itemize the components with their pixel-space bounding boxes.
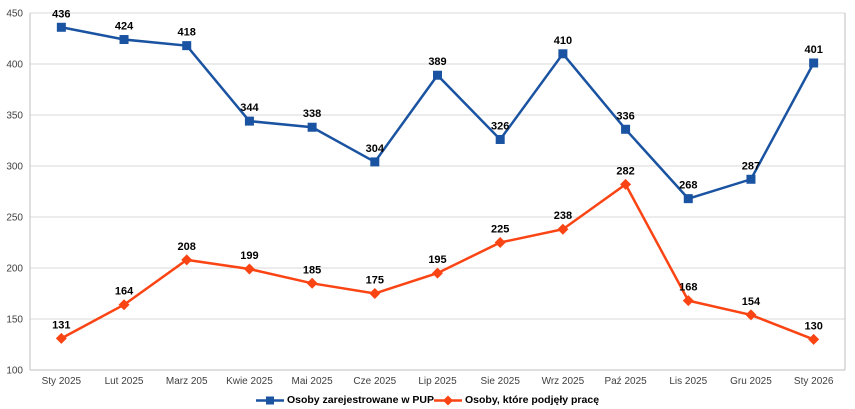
y-axis-tick-label: 150 [6,315,23,326]
data-point-marker [55,332,67,344]
y-axis-tick-label: 350 [6,111,23,122]
y-axis-tick-label: 400 [6,60,23,71]
legend-diamond-marker-icon [434,395,463,405]
legend: Osoby zarejestrowane w PUP Osoby, które … [0,394,855,406]
data-point-marker [370,157,380,167]
data-point-marker [495,134,505,144]
data-point-marker [620,178,632,190]
data-point-marker [119,35,129,45]
data-point-marker [369,288,381,299]
data-label: 326 [491,120,509,132]
data-label: 168 [679,282,697,294]
y-axis-tick-label: 300 [6,162,23,173]
data-label: 338 [303,108,321,120]
data-label: 175 [366,275,384,287]
data-point-marker [745,309,757,321]
data-label: 238 [554,210,572,222]
x-axis-tick-label: Lis 2025 [669,376,707,387]
data-point-marker [181,254,193,266]
data-label: 208 [178,241,196,253]
data-label: 154 [742,296,761,308]
data-point-marker [808,333,820,345]
legend-square-marker-icon [255,396,284,404]
data-point-marker [433,70,442,80]
x-axis-tick-label: Sie 2025 [480,376,520,387]
series-line [61,26,815,201]
y-axis-tick-label: 100 [6,366,23,377]
data-point-marker [432,267,443,279]
x-axis-tick-label: Sty 2025 [42,376,82,387]
x-axis-tick-label: Sty 2026 [794,376,834,387]
data-label: 401 [804,44,822,56]
x-axis-tick-label: Marz 205 [166,376,208,387]
data-label: 131 [52,319,70,331]
data-point-marker [306,277,318,289]
data-label: 336 [616,110,634,122]
data-point-marker [118,299,130,311]
x-axis-tick-label: Lip 2025 [418,376,457,387]
data-label: 287 [742,160,760,172]
data-point-marker [746,174,756,184]
data-label: 418 [178,27,196,39]
data-point-marker [243,263,255,275]
x-axis-tick-label: Cze 2025 [353,376,396,387]
data-label: 424 [115,21,134,33]
data-label: 436 [52,8,70,20]
y-axis-tick-label: 200 [6,264,23,275]
legend-item-registered[interactable]: Osoby zarejestrowane w PUP [255,394,435,406]
data-label: 225 [491,224,509,236]
data-label: 410 [554,35,572,47]
data-point-marker [307,122,317,132]
legend-label-employed: Osoby, które podjęły pracę [465,394,600,406]
data-label: 344 [240,102,259,114]
x-axis-tick-label: Kwie 2025 [226,376,273,387]
data-point-marker [56,22,66,32]
data-label: 130 [804,320,822,332]
data-point-marker [557,223,569,235]
data-label: 304 [366,143,385,155]
data-point-marker [621,124,631,134]
y-axis-tick-label: 450 [6,9,23,20]
data-point-marker [244,116,254,126]
x-axis-tick-label: Gru 2025 [730,376,772,387]
x-axis-tick-label: Paź 2025 [604,376,647,387]
x-axis-tick-label: Mai 2025 [292,376,334,387]
data-point-marker [683,194,693,204]
x-axis-tick-label: Lut 2025 [105,376,144,387]
data-label: 282 [616,165,634,177]
data-label: 199 [240,250,258,262]
data-label: 195 [428,254,446,266]
data-label: 164 [115,286,134,298]
data-point-marker [494,237,506,248]
y-axis-tick-label: 250 [6,213,23,224]
data-point-marker [809,58,819,68]
x-axis-tick-label: Wrz 2025 [542,376,585,387]
data-point-marker [558,49,568,59]
legend-item-employed[interactable]: Osoby, które podjęły pracę [434,394,599,406]
data-point-marker [182,41,192,51]
data-label: 389 [428,56,446,68]
legend-label-registered: Osoby zarejestrowane w PUP [286,394,435,406]
data-label: 268 [679,180,697,192]
data-point-marker [682,295,694,307]
data-label: 185 [303,264,321,276]
